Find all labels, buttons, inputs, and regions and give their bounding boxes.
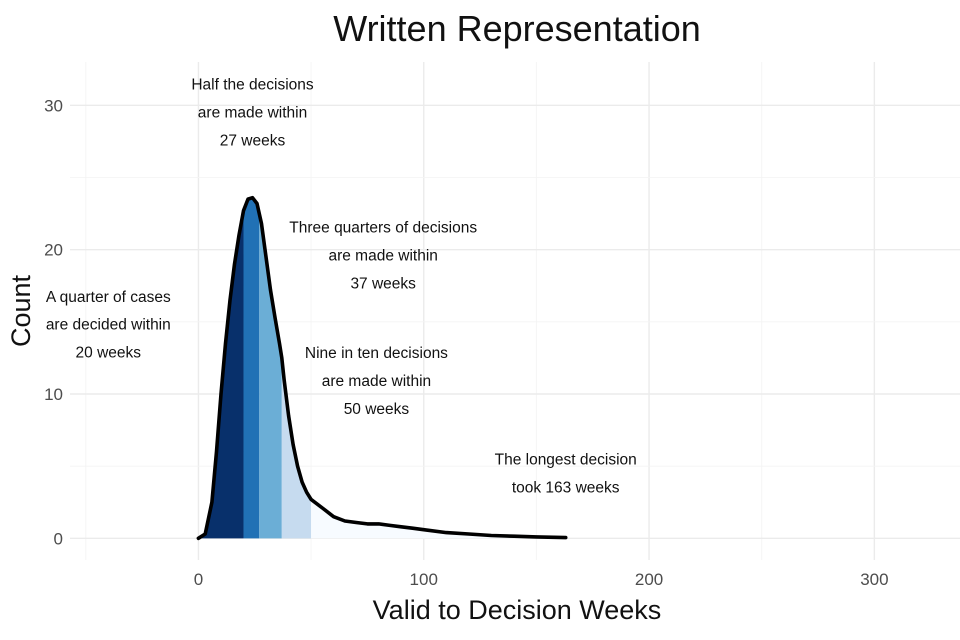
annotation: Three quarters of decisions are made with…	[289, 220, 477, 293]
annotation: A quarter of cases are decided within 20 w…	[46, 289, 171, 362]
annotation-line: are decided within	[46, 317, 171, 334]
axis-ticks: 0 100 200 300 0 10 20 30	[44, 96, 888, 589]
annotation-line: are made within	[198, 105, 307, 122]
quantile-band	[281, 357, 312, 539]
y-tick-label: 20	[44, 241, 63, 260]
annotation-line: Nine in ten decisions	[305, 345, 448, 362]
annotation-line: are made within	[328, 247, 437, 264]
y-tick-label: 30	[44, 96, 63, 115]
y-tick-label: 0	[54, 529, 63, 548]
annotation-line: The longest decision	[495, 452, 637, 469]
y-tick-label: 10	[44, 385, 63, 404]
x-tick-label: 100	[410, 570, 438, 589]
annotation-line: Three quarters of decisions	[289, 220, 477, 237]
annotations: A quarter of cases are decided within 20 w…	[46, 77, 637, 497]
quantile-band	[311, 499, 566, 539]
annotation-line: are made within	[322, 373, 431, 390]
y-axis-title: Count	[6, 274, 36, 347]
density-curve-layer	[196, 195, 568, 541]
annotation: The longest decision took 163 weeks	[495, 452, 637, 497]
annotation: Half the decisions are made within 27 week…	[191, 77, 314, 150]
x-tick-label: 0	[194, 570, 203, 589]
annotation-line: 27 weeks	[220, 132, 286, 149]
annotation-line: took 163 weeks	[512, 479, 620, 496]
quantile-band	[243, 197, 260, 539]
annotation: Nine in ten decisions are made within 50 w…	[305, 345, 448, 418]
x-tick-label: 300	[860, 570, 888, 589]
annotation-line: 37 weeks	[350, 275, 416, 292]
x-axis-title: Valid to Decision Weeks	[373, 595, 662, 625]
annotation-line: A quarter of cases	[46, 289, 171, 306]
density-curve	[196, 195, 568, 541]
annotation-line: 50 weeks	[344, 401, 410, 418]
annotation-line: Half the decisions	[191, 77, 314, 94]
chart-title: Written Representation	[333, 8, 701, 49]
x-tick-label: 200	[635, 570, 663, 589]
annotation-line: 20 weeks	[76, 345, 142, 362]
quantile-band	[259, 213, 282, 539]
